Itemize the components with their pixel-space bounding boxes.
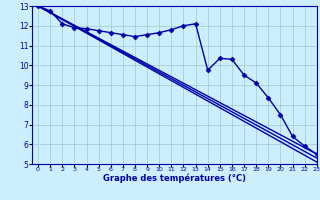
X-axis label: Graphe des températures (°C): Graphe des températures (°C) (103, 174, 246, 183)
